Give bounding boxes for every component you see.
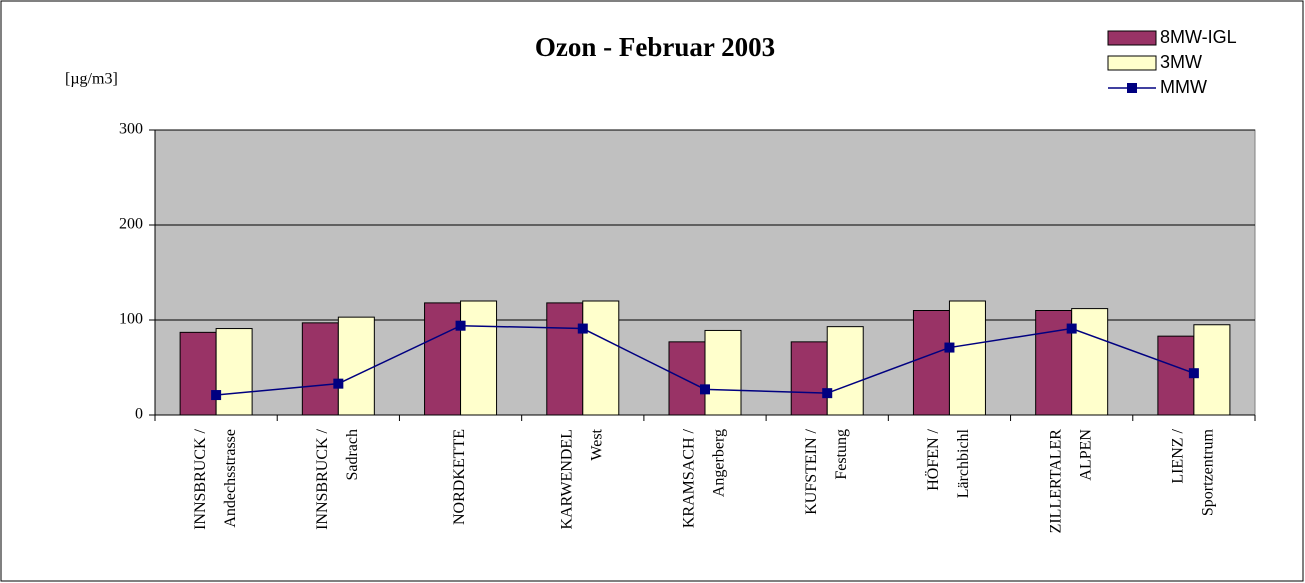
marker bbox=[944, 342, 955, 353]
marker bbox=[333, 378, 344, 389]
x-tick-label: Sportzentrum bbox=[1200, 428, 1217, 516]
bar bbox=[1035, 310, 1073, 416]
x-tick-label: INNSBRUCK / bbox=[314, 428, 331, 529]
y-tick-label: 200 bbox=[119, 216, 143, 233]
y-tick-label: 100 bbox=[119, 311, 143, 328]
x-tick-label: KRAMSACH / bbox=[681, 428, 698, 528]
x-tick-label: INNSBRUCK / bbox=[192, 428, 209, 529]
marker bbox=[577, 323, 588, 334]
bar bbox=[337, 316, 375, 416]
x-tick-label: Lärchbichl bbox=[955, 428, 972, 498]
bar bbox=[668, 341, 706, 416]
x-tick-label: ALPEN bbox=[1077, 429, 1094, 481]
x-tick-label: LIENZ / bbox=[1170, 428, 1187, 483]
x-tick-label: Sadrach bbox=[344, 429, 361, 481]
x-tick-label: Festung bbox=[833, 429, 850, 480]
legend-swatch bbox=[1107, 30, 1157, 46]
bar bbox=[1071, 308, 1109, 416]
marker bbox=[700, 384, 710, 395]
legend-label: 8MW-IGL bbox=[1160, 27, 1237, 47]
legend-label: MMW bbox=[1160, 77, 1207, 97]
x-tick-label: Angerberg bbox=[711, 429, 728, 497]
x-tick-label: Andechsstrasse bbox=[222, 429, 239, 528]
bar bbox=[179, 331, 217, 416]
x-tick-label: West bbox=[588, 428, 605, 460]
marker bbox=[455, 320, 466, 331]
bar bbox=[1193, 324, 1231, 416]
x-tick-label: HÖFEN / bbox=[924, 428, 942, 490]
bar bbox=[790, 341, 828, 416]
marker bbox=[211, 390, 222, 401]
marker bbox=[1188, 368, 1199, 379]
bar bbox=[215, 328, 253, 416]
legend-swatch bbox=[1107, 55, 1157, 71]
bar bbox=[460, 300, 498, 416]
x-tick-label: KARWENDEL bbox=[558, 429, 575, 529]
legend-label: 3MW bbox=[1160, 52, 1202, 72]
bar bbox=[424, 302, 462, 416]
bar bbox=[301, 322, 339, 416]
x-tick-label: KUFSTEIN / bbox=[803, 428, 820, 514]
bar bbox=[546, 302, 584, 416]
bar bbox=[912, 310, 950, 416]
bar bbox=[826, 326, 864, 416]
marker bbox=[1066, 323, 1077, 334]
marker bbox=[822, 388, 833, 399]
legend-marker bbox=[1127, 83, 1137, 93]
bar bbox=[948, 300, 986, 416]
x-tick-label: ZILLERTALER bbox=[1047, 429, 1064, 534]
chart-title: Ozon - Februar 2003 bbox=[535, 32, 775, 62]
y-tick-label: 300 bbox=[119, 121, 143, 138]
bar bbox=[704, 329, 742, 416]
bar bbox=[1157, 335, 1195, 416]
bar bbox=[582, 300, 620, 416]
x-tick-label: NORDKETTE bbox=[451, 429, 468, 525]
y-tick-label: 0 bbox=[135, 406, 143, 423]
y-axis-label: [µg/m3] bbox=[65, 71, 118, 88]
